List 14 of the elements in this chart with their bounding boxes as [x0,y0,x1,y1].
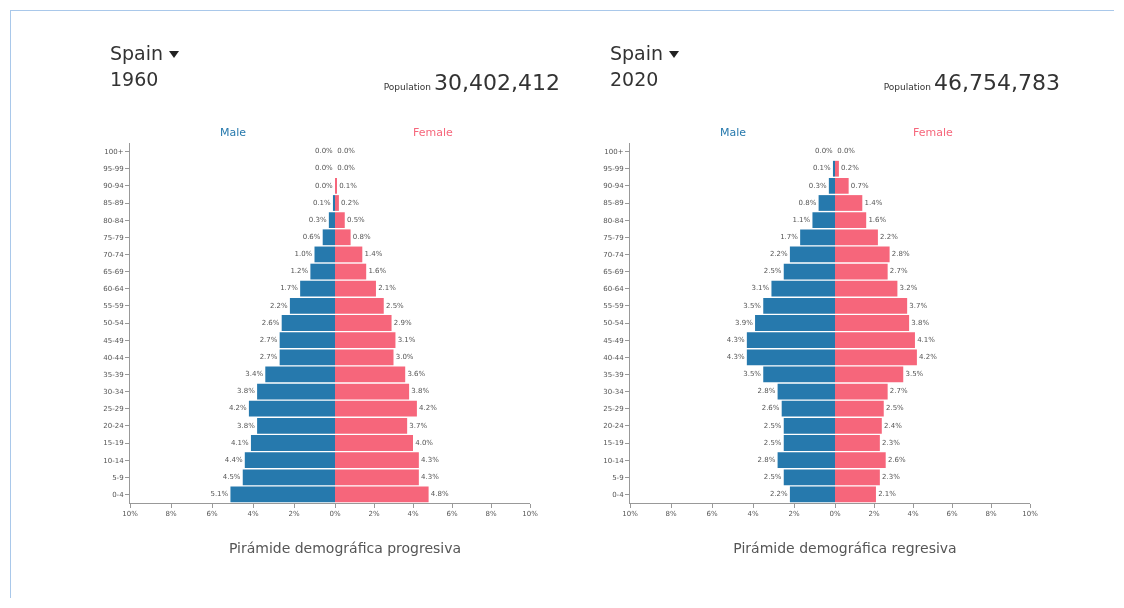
text: Population [383,82,432,92]
text: Pirámide demográfica regresiva [732,540,958,556]
chart-subtitle: 2020 [610,68,659,90]
text: Population [883,82,932,92]
chart-title: Spain [110,42,164,64]
text: Pirámide demográfica progresiva [227,540,463,556]
text: Male [720,126,747,139]
chart-subtitle: 1960 [110,68,159,90]
text: 46,754,783 [934,70,1060,95]
text: Male [220,126,247,139]
text: Female [913,126,954,139]
chart-title: Spain [610,42,664,64]
text: 30,402,412 [434,70,560,95]
text: Female [413,126,454,139]
